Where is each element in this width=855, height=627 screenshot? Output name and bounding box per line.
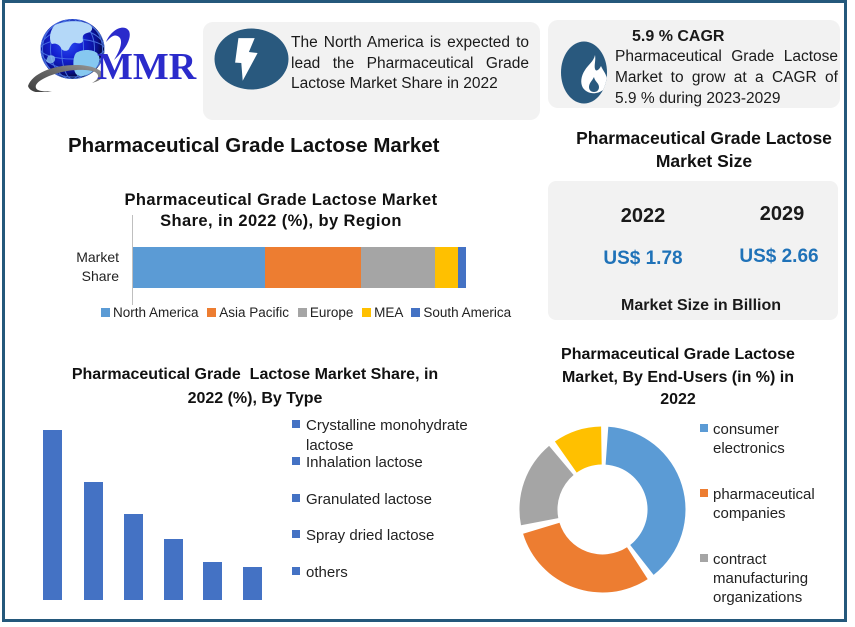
svg-text:MMR: MMR [97,46,197,88]
